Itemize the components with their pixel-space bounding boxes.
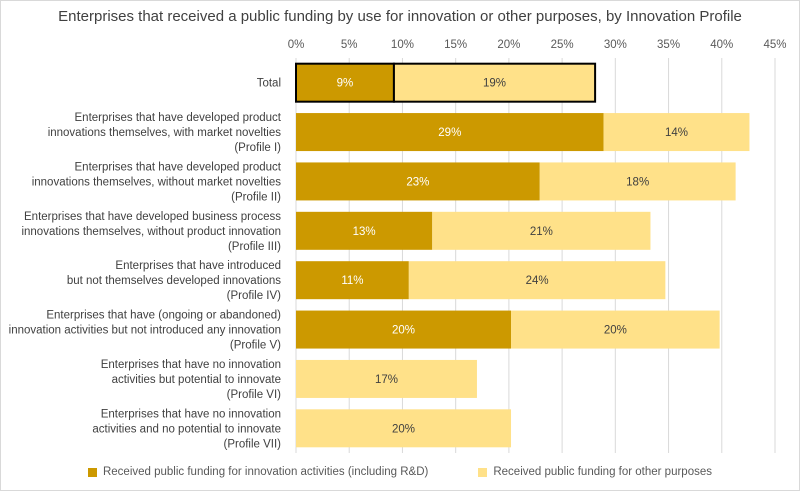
x-tick-label: 30%: [604, 39, 627, 51]
category-label: Enterprises that have no innovation activ…: [92, 408, 281, 450]
legend-swatch-other: [478, 467, 488, 477]
category-label: Enterprises that have no innovation activ…: [101, 359, 281, 401]
data-label: 9%: [337, 78, 354, 90]
data-label: 29%: [438, 127, 461, 139]
x-tick-label: 0%: [288, 39, 305, 51]
data-label: 24%: [526, 275, 549, 287]
data-label: 11%: [341, 275, 363, 287]
data-label: 14%: [665, 127, 688, 139]
legend-label-other: Received public funding for other purpos…: [493, 466, 712, 478]
bar-other: [296, 409, 512, 448]
category-label: Enterprises that have (ongoing or abando…: [9, 310, 282, 352]
bar-other: [296, 359, 477, 398]
x-tick-label: 45%: [763, 39, 786, 51]
data-label: 17%: [375, 374, 398, 386]
bar-innovation: [296, 162, 540, 201]
data-label: 20%: [392, 325, 415, 337]
bar-innovation: [296, 261, 409, 300]
bar-innovation: [296, 211, 433, 250]
legend-item-other: Received public funding for other purpos…: [478, 462, 712, 482]
data-label: 20%: [392, 423, 415, 435]
bar-other: [539, 162, 736, 201]
bar-other: [392, 62, 597, 103]
legend: Received public funding for innovation a…: [0, 462, 800, 482]
category-label: Total: [257, 78, 281, 90]
x-tick-label: 10%: [391, 39, 414, 51]
chart-title: Enterprises that received a public fundi…: [58, 8, 742, 25]
bar-other: [603, 113, 750, 152]
category-label: Enterprises that have developed product i…: [48, 112, 282, 154]
x-tick-label: 5%: [341, 39, 358, 51]
legend-item-innovation: Received public funding for innovation a…: [87, 462, 429, 482]
bar-other: [432, 211, 651, 250]
data-label: 18%: [626, 176, 649, 188]
data-label: 19%: [483, 78, 506, 90]
legend-swatch-innovation: [87, 467, 97, 477]
bar-innovation: [296, 113, 604, 152]
x-tick-label: 25%: [551, 39, 574, 51]
bar-innovation: [295, 62, 395, 103]
bar-other: [511, 310, 720, 349]
category-label: Enterprises that have developed product i…: [32, 161, 282, 203]
x-tick-label: 15%: [444, 39, 467, 51]
data-label: 20%: [604, 325, 627, 337]
data-label: 13%: [353, 226, 376, 238]
bar-innovation: [296, 310, 512, 349]
category-label: Enterprises that have introduced but not …: [67, 260, 281, 302]
data-label: 21%: [530, 226, 553, 238]
x-tick-label: 40%: [710, 39, 733, 51]
legend-label-innovation: Received public funding for innovation a…: [102, 466, 429, 478]
data-label: 23%: [406, 176, 429, 188]
bar-other: [408, 261, 666, 300]
x-tick-label: 35%: [657, 39, 680, 51]
x-tick-label: 20%: [497, 39, 520, 51]
category-label: Enterprises that have developed business…: [21, 211, 281, 253]
